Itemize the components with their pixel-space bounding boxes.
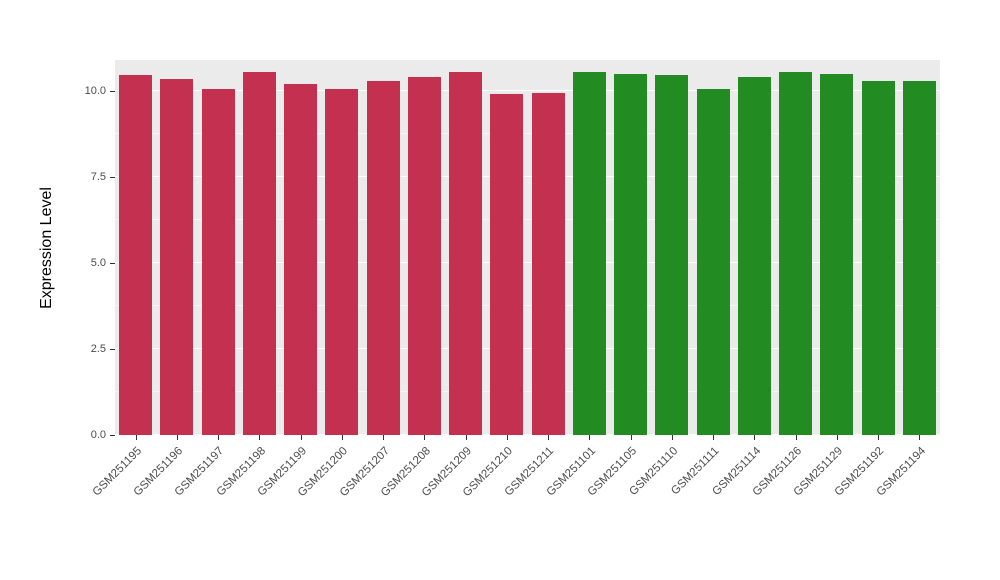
bar [201,89,235,435]
x-tick-mark [836,435,838,440]
y-axis-title: Expression Level [38,186,55,309]
x-tick-mark [135,435,137,440]
y-tick-mark [110,435,115,436]
y-tick-label: 2.5 [90,342,106,355]
x-tick-mark [754,435,756,440]
bar [696,89,730,435]
y-tick-mark [110,348,115,350]
x-tick-mark [341,435,343,440]
x-tick-mark [919,435,921,440]
plot-panel [115,60,940,435]
bar [407,77,441,435]
x-tick-mark [218,435,220,440]
bar [902,80,936,435]
x-tick-mark [589,435,591,440]
y-tick-label: 10.0 [84,84,106,97]
bar [655,75,689,435]
major-gridline [115,261,940,263]
x-tick-mark [176,435,178,440]
minor-gridline [115,132,940,134]
y-tick-mark [110,176,115,178]
major-gridline [115,348,940,349]
bar [325,89,359,435]
bar [284,84,318,435]
bar [490,94,524,435]
x-tick-mark [424,435,426,440]
major-gridline [115,89,940,91]
y-tick-label: 0.0 [90,429,106,441]
x-tick-mark [630,435,632,440]
minor-gridline [115,218,940,220]
x-tick-mark [465,435,467,440]
bar [242,72,276,435]
y-tick-mark [110,90,115,92]
y-tick-label: 7.5 [90,170,106,183]
x-tick-mark [671,435,673,440]
x-tick-mark [795,435,797,440]
major-gridline [115,175,940,177]
bar [531,92,565,435]
minor-gridline [115,305,940,306]
bar [366,80,400,435]
x-tick-mark [506,435,508,440]
y-tick-label: 5.0 [90,256,106,269]
x-tick-mark [383,435,385,440]
bar [119,75,153,435]
major-gridline [115,434,940,435]
minor-gridline [115,391,940,392]
x-tick-mark [259,435,261,440]
bar [861,80,895,435]
bar [614,73,648,435]
bar [737,77,771,435]
bar [160,78,194,435]
bar [572,72,606,435]
x-tick-mark [300,435,302,440]
bar [779,72,813,435]
y-axis-title-wrap: Expression Level [30,60,64,435]
x-tick-mark [548,435,550,440]
bar [449,72,483,435]
bar [820,73,854,435]
x-tick-mark [713,435,715,440]
y-tick-mark [110,262,115,264]
x-tick-mark [878,435,880,440]
